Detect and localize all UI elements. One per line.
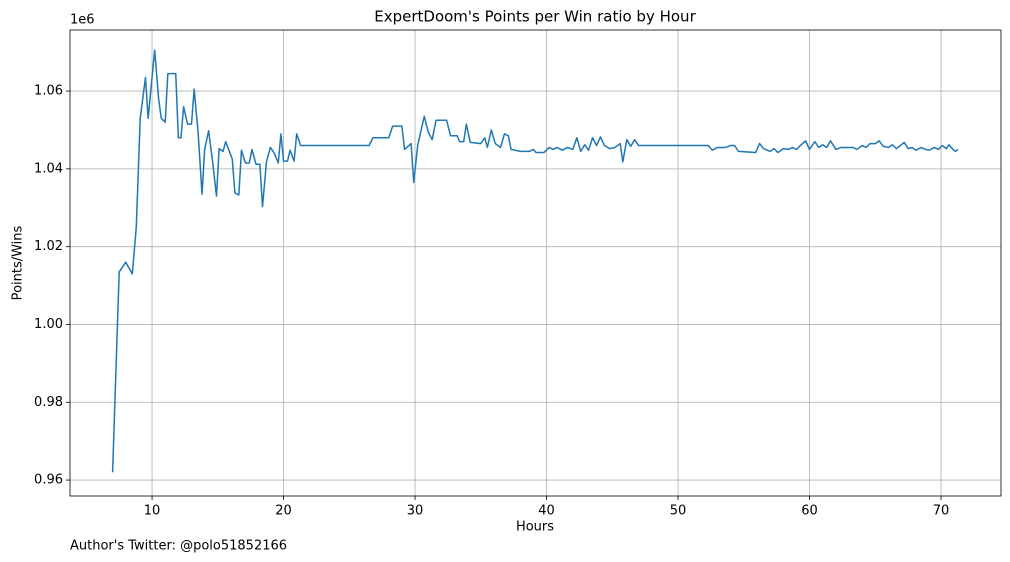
- x-tick-label: 10: [144, 504, 161, 519]
- data-line: [111, 49, 959, 473]
- x-tick-label: 60: [801, 504, 818, 519]
- x-tick-label: 40: [538, 504, 555, 519]
- chart-title: ExpertDoom's Points per Win ratio by Hou…: [374, 8, 696, 26]
- caption: Author's Twitter: @polo51852166: [70, 539, 287, 554]
- x-tick-label: 70: [933, 504, 950, 519]
- y-tick-label: 1.04: [34, 161, 63, 176]
- y-tick-label: 1.00: [34, 317, 63, 332]
- y-axis-label: Points/Wins: [11, 225, 26, 300]
- y-tick-label: 0.96: [34, 473, 63, 488]
- y-tick-label: 1.06: [34, 84, 63, 99]
- plot-frame: [69, 29, 1002, 497]
- x-tick-label: 30: [407, 504, 424, 519]
- y-tick-label: 1.02: [34, 239, 63, 254]
- x-axis-label: Hours: [516, 520, 554, 535]
- x-tick-label: 50: [670, 504, 687, 519]
- y-offset-text: 1e6: [70, 13, 95, 28]
- y-tick-label: 0.98: [34, 395, 63, 410]
- x-tick-label: 20: [275, 504, 292, 519]
